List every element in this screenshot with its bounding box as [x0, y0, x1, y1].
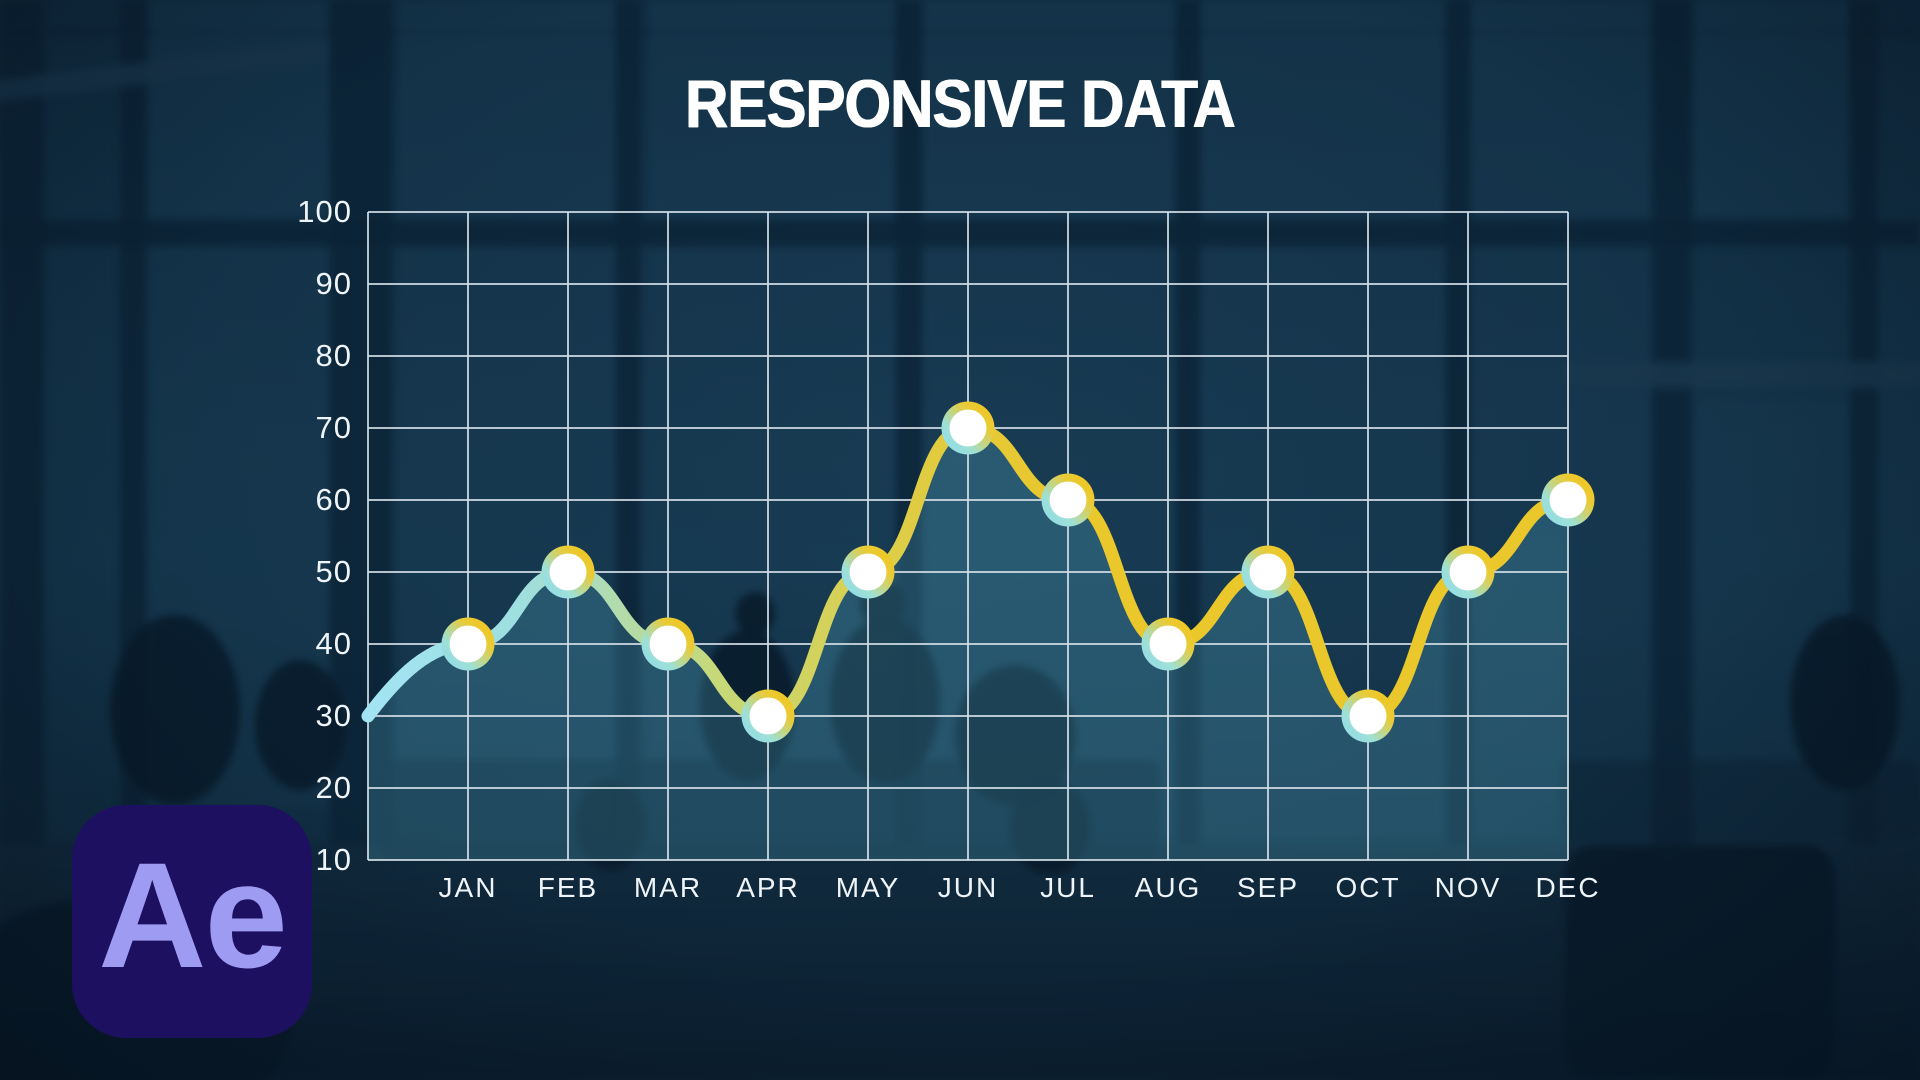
- data-marker: [1149, 625, 1187, 663]
- data-marker: [649, 625, 687, 663]
- after-effects-logo-text: Ae: [98, 831, 288, 999]
- data-marker: [449, 625, 487, 663]
- x-axis-label: NOV: [1434, 872, 1502, 903]
- x-axis-label: DEC: [1535, 872, 1601, 903]
- data-marker: [1249, 553, 1287, 591]
- data-marker: [549, 553, 587, 591]
- y-axis-label: 100: [297, 194, 352, 229]
- y-axis-label: 90: [315, 266, 352, 301]
- data-markers: [441, 401, 1595, 743]
- x-axis-label: FEB: [537, 872, 599, 903]
- x-axis-label: MAY: [835, 872, 901, 903]
- y-axis-label: 50: [315, 554, 352, 589]
- x-axis-label: MAR: [633, 872, 703, 903]
- y-axis-label: 40: [315, 626, 352, 661]
- data-marker: [949, 409, 987, 447]
- data-marker: [749, 697, 787, 735]
- x-axis-label: JAN: [438, 872, 498, 903]
- y-axis-label: 10: [315, 842, 352, 877]
- x-axis-label: SEP: [1236, 872, 1300, 903]
- data-marker: [1549, 481, 1587, 519]
- data-marker: [1349, 697, 1387, 735]
- data-marker: [1449, 553, 1487, 591]
- x-axis-label: APR: [736, 872, 800, 903]
- chart-title: RESPONSIVE DATA: [685, 66, 1236, 142]
- x-axis-label: OCT: [1335, 872, 1401, 903]
- y-axis-label: 80: [315, 338, 352, 373]
- x-axis-label: JUN: [937, 872, 999, 903]
- after-effects-logo: Ae: [72, 805, 312, 1038]
- data-marker: [1049, 481, 1087, 519]
- y-axis-label: 30: [315, 698, 352, 733]
- y-axis-label: 70: [315, 410, 352, 445]
- x-axis-label: JUL: [1040, 872, 1096, 903]
- y-axis-label: 20: [315, 770, 352, 805]
- line-chart-svg: [361, 211, 1595, 861]
- data-marker: [849, 553, 887, 591]
- x-axis-label: AUG: [1134, 872, 1202, 903]
- y-axis-label: 60: [315, 482, 352, 517]
